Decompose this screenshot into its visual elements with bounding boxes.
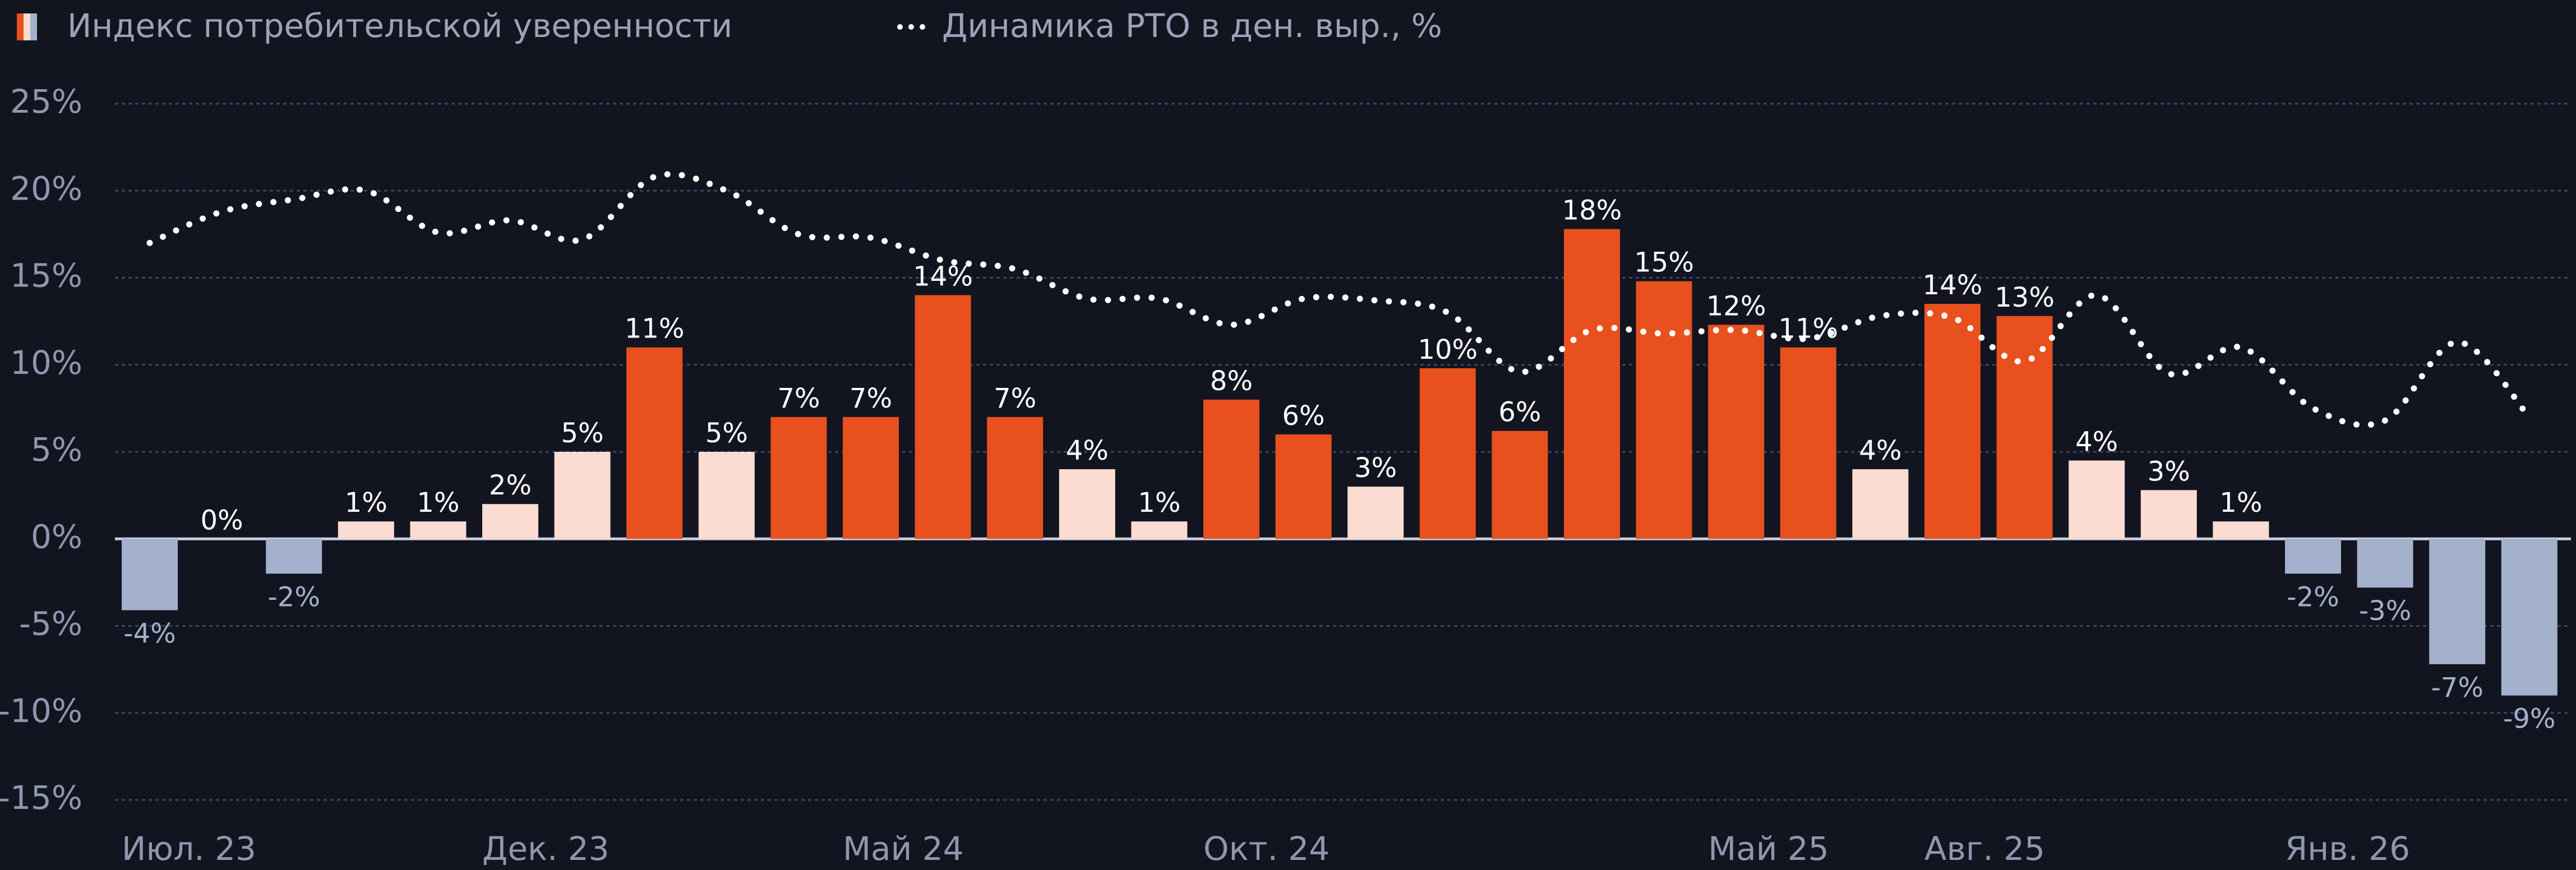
data-label: 4% <box>2075 427 2118 458</box>
data-label: -7% <box>2431 672 2483 704</box>
bar <box>1852 469 1909 539</box>
data-label: 5% <box>561 418 604 449</box>
data-label: 3% <box>1354 452 1397 484</box>
data-label: 7% <box>994 383 1036 414</box>
bar <box>2069 460 2125 539</box>
bar <box>1419 368 1476 539</box>
bar <box>843 417 899 539</box>
y-tick-label: 15% <box>10 257 82 295</box>
data-label: 6% <box>1282 400 1325 432</box>
x-tick-label: Янв. 26 <box>2285 830 2410 868</box>
y-tick-label: 0% <box>31 517 82 556</box>
data-label: 12% <box>1706 290 1766 322</box>
x-tick-label: Авг. 25 <box>1924 830 2045 868</box>
bar <box>1708 325 1765 539</box>
bar <box>2501 539 2557 696</box>
data-label: 1% <box>1138 487 1180 519</box>
data-label: -2% <box>2287 581 2339 613</box>
y-tick-label: 5% <box>31 431 82 469</box>
bar <box>1131 521 1188 539</box>
data-label: 14% <box>1923 270 1983 301</box>
data-label: 7% <box>850 383 892 414</box>
data-label: 1% <box>2219 487 2262 519</box>
bar <box>1492 431 1548 539</box>
x-tick-label: Дек. 23 <box>482 830 610 868</box>
bar <box>2140 490 2197 539</box>
data-label: 1% <box>345 487 387 519</box>
x-tick-label: Май 25 <box>1708 830 1829 868</box>
bar <box>770 417 827 539</box>
data-label: 15% <box>1634 247 1694 279</box>
bar <box>1347 487 1404 539</box>
data-label: 0% <box>201 505 243 536</box>
data-label: 2% <box>489 470 532 501</box>
bar <box>338 521 394 539</box>
legend-icon <box>17 13 24 40</box>
bar <box>698 452 755 539</box>
data-label: 4% <box>1859 435 1901 466</box>
bar <box>915 295 971 539</box>
bar <box>2429 539 2486 664</box>
data-label: -4% <box>123 618 176 650</box>
y-tick-label: -15% <box>0 779 82 817</box>
data-label: 11% <box>625 313 685 345</box>
legend-icon <box>30 13 37 40</box>
bar <box>2357 539 2413 588</box>
data-label: 13% <box>1995 282 2055 313</box>
data-label: -2% <box>267 581 320 613</box>
data-label: 3% <box>2148 456 2190 487</box>
bar <box>1924 304 1981 539</box>
bar <box>1780 347 1836 539</box>
data-label: 10% <box>1418 334 1478 365</box>
data-label: 6% <box>1498 397 1541 428</box>
x-tick-label: Май 24 <box>843 830 964 868</box>
bar <box>554 452 611 539</box>
bar <box>1203 399 1259 539</box>
bar <box>410 521 467 539</box>
legend-icon <box>24 13 30 40</box>
data-label: -9% <box>2503 704 2555 735</box>
bar <box>266 539 322 574</box>
legend-label: Динамика РТО в ден. выр., % <box>942 7 1442 45</box>
data-label: 4% <box>1066 435 1109 466</box>
y-tick-label: 25% <box>10 82 82 121</box>
bar <box>482 504 538 539</box>
bar <box>987 417 1044 539</box>
bar <box>2213 521 2269 539</box>
data-label: 5% <box>705 418 748 449</box>
data-label: 18% <box>1562 195 1622 226</box>
data-label: -3% <box>2359 595 2411 627</box>
bar <box>1059 469 1115 539</box>
x-tick-label: Июл. 23 <box>122 830 256 868</box>
y-tick-label: -10% <box>0 692 82 730</box>
bar <box>1996 316 2053 539</box>
bar <box>2285 539 2341 574</box>
data-label: 14% <box>913 261 973 293</box>
data-label: 1% <box>417 487 459 519</box>
bar <box>1564 229 1620 539</box>
data-label: 7% <box>777 383 820 414</box>
line <box>146 171 2533 428</box>
bar <box>122 539 178 610</box>
bar <box>1636 281 1692 539</box>
bar <box>626 347 683 539</box>
y-tick-label: 10% <box>10 344 82 382</box>
y-tick-label: -5% <box>19 605 82 643</box>
legend: Индекс потребительской уверенности Динам… <box>17 7 1442 45</box>
legend-label: Индекс потребительской уверенности <box>67 7 732 45</box>
bar <box>1275 434 1332 539</box>
data-label: 8% <box>1210 365 1253 397</box>
x-tick-label: Окт. 24 <box>1203 830 1329 868</box>
y-tick-label: 20% <box>10 169 82 207</box>
